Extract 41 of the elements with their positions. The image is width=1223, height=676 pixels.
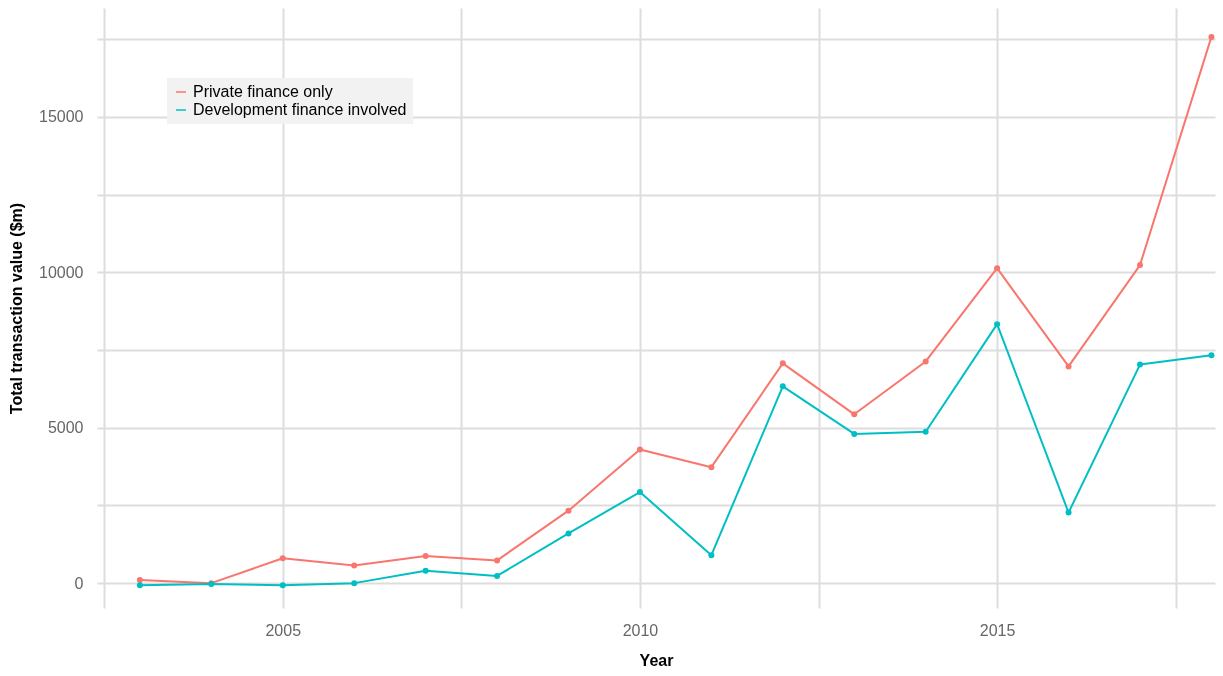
point: [1136, 262, 1143, 269]
point: [1065, 509, 1072, 516]
point: [422, 553, 429, 560]
point: [494, 572, 501, 579]
point: [708, 552, 715, 559]
x-tick-label: 2010: [622, 621, 659, 639]
y-tick-label: 5000: [47, 419, 84, 437]
point: [565, 507, 572, 514]
point: [922, 358, 929, 365]
point: [1065, 363, 1072, 370]
x-tick-label: 2005: [265, 621, 302, 639]
point: [1208, 33, 1215, 40]
x-axis-title: Year: [639, 651, 674, 669]
legend-label: Development finance involved: [193, 101, 407, 118]
point: [1136, 361, 1143, 368]
point: [1208, 352, 1215, 359]
point: [279, 555, 286, 562]
y-tick-label: 0: [74, 574, 84, 592]
point: [279, 582, 286, 589]
point: [351, 562, 358, 569]
x-tick-label: 2015: [979, 621, 1016, 639]
point: [851, 430, 858, 437]
point: [636, 489, 643, 496]
point: [994, 321, 1001, 328]
legend-label: Private finance only: [193, 83, 333, 100]
point: [351, 580, 358, 587]
point: [708, 464, 715, 471]
point: [779, 360, 786, 367]
y-axis-title: Total transaction value ($m): [8, 202, 26, 415]
point: [565, 530, 572, 537]
point: [779, 383, 786, 390]
y-tick-label: 10000: [39, 263, 84, 281]
point: [922, 428, 929, 435]
point: [422, 567, 429, 574]
y-tick-label: 15000: [39, 108, 84, 126]
point: [994, 265, 1001, 272]
point: [851, 411, 858, 418]
point: [494, 557, 501, 564]
point: [636, 446, 643, 453]
point: [136, 577, 143, 584]
point: [136, 582, 143, 589]
